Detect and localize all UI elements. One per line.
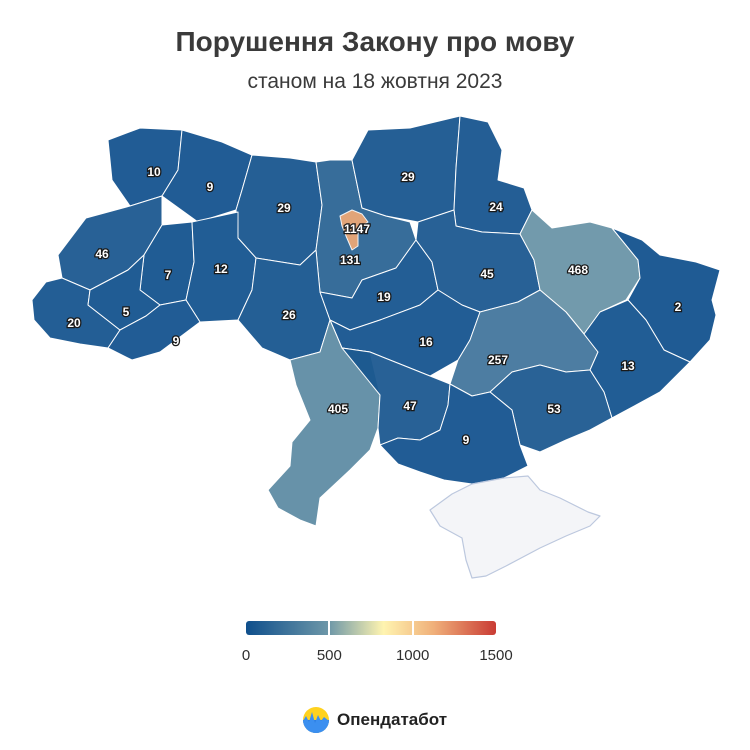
region-luhansk[interactable]	[611, 227, 721, 363]
region-value-khmelnytskyi: 12	[214, 262, 228, 276]
region-value-kharkiv: 468	[568, 263, 588, 277]
region-value-luhansk: 2	[675, 300, 682, 314]
region-value-mykolaiv: 47	[403, 399, 417, 413]
opendatabot-logo-icon	[303, 707, 329, 733]
map-title: Порушення Закону про мову	[175, 26, 575, 57]
region-kyiv-city[interactable]	[339, 209, 369, 251]
color-scale-tick	[328, 621, 331, 635]
color-scale-label: 500	[316, 647, 342, 664]
brand-name: Опендатабот	[337, 710, 448, 729]
region-value-vinnytsia: 26	[282, 308, 296, 322]
region-value-kyiv-city: 1147	[344, 222, 370, 236]
region-value-kyiv-oblast: 131	[340, 253, 360, 267]
color-scale-label: 0	[241, 647, 251, 664]
region-value-ivano-frankivsk: 5	[123, 305, 130, 319]
region-kherson[interactable]	[379, 383, 529, 485]
region-value-kherson: 9	[463, 433, 470, 447]
region-value-zaporizhzhia: 53	[547, 402, 561, 416]
region-value-kirovohrad: 16	[419, 335, 433, 349]
region-value-dnipropetrovsk: 257	[488, 353, 508, 367]
region-crimea[interactable]	[429, 475, 601, 579]
region-value-odesa: 405	[328, 402, 348, 416]
region-value-sumy: 24	[489, 200, 503, 214]
region-value-poltava: 45	[480, 267, 494, 281]
region-value-donetsk: 13	[621, 359, 635, 373]
labels-layer: 10 9 29 131 29 24 46 7 12 26 19 45 468 2 20 5 9 16 257 13 40…	[66, 164, 683, 449]
regions-layer	[31, 115, 721, 579]
region-sumy[interactable]	[453, 115, 533, 235]
map-subtitle: станом на 18 жовтня 2023	[247, 70, 503, 93]
region-value-zakarpattia: 20	[67, 316, 81, 330]
region-chernivtsi[interactable]	[107, 299, 201, 361]
color-scale-bar	[246, 621, 496, 635]
region-value-ternopil: 7	[165, 268, 172, 282]
region-value-lviv: 46	[95, 247, 109, 261]
region-value-rivne: 9	[207, 180, 214, 194]
region-value-volyn: 10	[147, 165, 161, 179]
brand-footer: Опендатабот	[303, 706, 447, 734]
color-scale-label: 1000	[395, 647, 430, 664]
color-scale-tick	[411, 621, 414, 635]
color-scale-label: 1500	[479, 647, 513, 664]
region-value-chernivtsi: 9	[173, 334, 180, 348]
region-value-chernihiv: 29	[401, 170, 415, 184]
ukraine-choropleth-map: 10 9 29 131 29 24 46 7 12 26 19 45 468 2 20 5 9 16 257 13 40…	[31, 115, 721, 579]
region-value-zhytomyr: 29	[277, 201, 291, 215]
region-chernihiv[interactable]	[351, 115, 461, 223]
region-value-cherkasy: 19	[377, 290, 391, 304]
